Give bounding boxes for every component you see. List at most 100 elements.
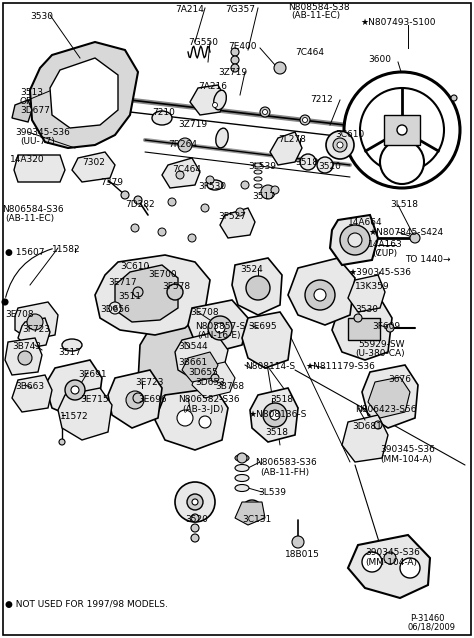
Text: 3F527: 3F527: [218, 212, 246, 221]
Polygon shape: [12, 375, 52, 412]
Polygon shape: [242, 312, 292, 368]
Circle shape: [246, 276, 270, 300]
Circle shape: [326, 131, 354, 159]
Text: ★N807493-S100: ★N807493-S100: [360, 18, 436, 27]
Circle shape: [191, 514, 199, 522]
Text: 18B015: 18B015: [285, 550, 320, 559]
Circle shape: [390, 118, 414, 142]
Circle shape: [263, 403, 287, 427]
Circle shape: [397, 125, 407, 135]
Circle shape: [242, 500, 262, 520]
Polygon shape: [12, 100, 32, 122]
Circle shape: [133, 393, 143, 403]
Polygon shape: [30, 42, 138, 148]
Circle shape: [27, 314, 43, 330]
Text: 7C464: 7C464: [295, 48, 324, 57]
Text: 13K359: 13K359: [355, 282, 390, 291]
Circle shape: [300, 115, 310, 125]
Circle shape: [121, 191, 129, 199]
Text: 390345-S36: 390345-S36: [365, 548, 420, 557]
Text: 3Z719: 3Z719: [218, 68, 247, 77]
Text: 3E717: 3E717: [108, 278, 137, 287]
Circle shape: [340, 225, 370, 255]
Text: 7379: 7379: [100, 178, 123, 187]
Text: 11572: 11572: [60, 412, 89, 421]
Text: 7C464: 7C464: [172, 165, 201, 174]
Text: 55929-SW: 55929-SW: [358, 340, 404, 349]
Circle shape: [212, 103, 218, 107]
Text: 3517: 3517: [252, 192, 275, 201]
Text: (U-380-CA): (U-380-CA): [355, 349, 405, 358]
Text: N806423-S56: N806423-S56: [355, 405, 417, 414]
Circle shape: [113, 306, 117, 310]
Text: N806583-S36: N806583-S36: [255, 458, 317, 467]
Text: 3518: 3518: [295, 158, 318, 167]
Polygon shape: [348, 275, 385, 312]
Text: (AN-16-E): (AN-16-E): [197, 331, 240, 340]
Text: 3D677: 3D677: [20, 106, 50, 115]
Polygon shape: [235, 502, 265, 525]
Circle shape: [59, 439, 65, 445]
Circle shape: [65, 380, 85, 400]
Circle shape: [168, 198, 176, 206]
Text: N806584-S36: N806584-S36: [2, 205, 64, 214]
Text: 3520: 3520: [185, 515, 208, 524]
Text: 3B661: 3B661: [178, 358, 207, 367]
Polygon shape: [138, 312, 218, 422]
Polygon shape: [220, 208, 255, 238]
Polygon shape: [162, 158, 200, 188]
Polygon shape: [5, 338, 42, 375]
Circle shape: [187, 494, 203, 510]
Text: 3D655: 3D655: [188, 368, 218, 377]
Polygon shape: [108, 370, 162, 428]
Text: 11582: 11582: [52, 245, 81, 254]
Polygon shape: [362, 365, 418, 428]
Text: 3D544: 3D544: [178, 342, 208, 351]
Circle shape: [231, 56, 239, 64]
Text: 3E695: 3E695: [248, 322, 277, 331]
Text: 3E708: 3E708: [5, 310, 34, 319]
Polygon shape: [270, 132, 302, 165]
Polygon shape: [58, 388, 112, 440]
Text: 3D681: 3D681: [352, 422, 382, 431]
Circle shape: [126, 391, 144, 409]
Text: 06/18/2009: 06/18/2009: [408, 622, 456, 631]
Text: 3E723: 3E723: [135, 378, 164, 387]
Text: 7D282: 7D282: [125, 200, 155, 209]
Circle shape: [263, 110, 267, 114]
Circle shape: [378, 386, 402, 410]
Polygon shape: [368, 377, 410, 418]
Text: 14A163: 14A163: [368, 240, 403, 249]
Polygon shape: [188, 300, 248, 352]
Circle shape: [208, 316, 232, 340]
Circle shape: [231, 48, 239, 56]
Text: 3524: 3524: [240, 265, 263, 274]
Text: 7G357: 7G357: [225, 5, 255, 14]
Text: 14A664: 14A664: [348, 218, 383, 227]
Circle shape: [188, 234, 196, 242]
Text: TO 1440→: TO 1440→: [405, 255, 450, 264]
Circle shape: [178, 138, 192, 152]
Bar: [384, 115, 420, 145]
Circle shape: [384, 552, 396, 564]
Text: 3F723: 3F723: [22, 325, 50, 334]
Ellipse shape: [254, 184, 262, 188]
Text: 3E715: 3E715: [80, 395, 109, 404]
Text: N808584-S38: N808584-S38: [288, 3, 350, 12]
Text: 7212: 7212: [310, 95, 333, 104]
Ellipse shape: [62, 339, 82, 351]
Text: 3676: 3676: [388, 375, 411, 384]
Text: (UU-77): (UU-77): [20, 137, 55, 146]
Text: 3C131: 3C131: [242, 515, 271, 524]
Polygon shape: [342, 415, 388, 462]
Text: 7A216: 7A216: [198, 82, 227, 91]
Text: ★N808136-S: ★N808136-S: [248, 410, 306, 419]
Text: 3L539: 3L539: [248, 162, 276, 171]
Text: 3520: 3520: [318, 162, 341, 171]
Circle shape: [134, 196, 142, 204]
Text: 3E691: 3E691: [78, 370, 107, 379]
Circle shape: [177, 410, 193, 426]
Text: (AB-11-FH): (AB-11-FH): [260, 468, 309, 477]
Circle shape: [374, 421, 382, 429]
Circle shape: [191, 524, 199, 532]
